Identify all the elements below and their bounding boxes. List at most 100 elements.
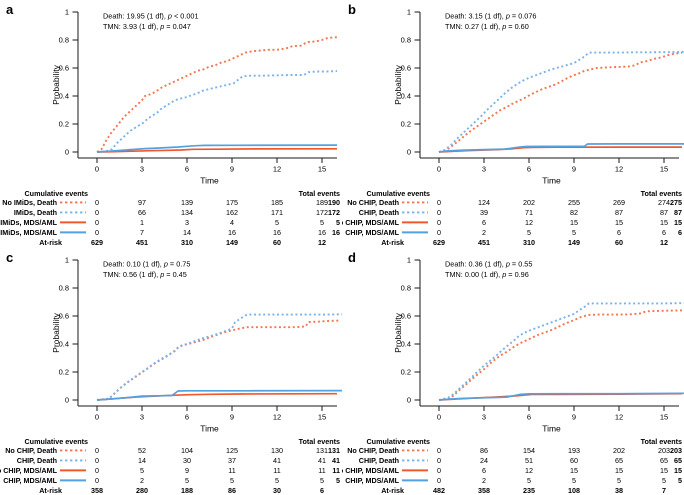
y-axis-title: Probability	[393, 64, 403, 104]
table-cell-total: 87	[674, 208, 682, 217]
table-cell: 15	[660, 218, 668, 227]
table-cell: 0	[437, 446, 441, 455]
table-cell: 5	[230, 476, 234, 485]
table-cell: 6	[482, 466, 486, 475]
x-tick-label: 9	[230, 413, 234, 422]
curve-chip-mds-aml	[96, 389, 342, 401]
table-header-cumulative-events: Cumulative events	[24, 437, 88, 446]
table-cell-total: 11	[332, 466, 340, 475]
table-cell: 5	[320, 218, 324, 227]
table-cell-total: 131	[328, 446, 340, 455]
table-cell: 5	[527, 476, 531, 485]
y-axis-title: Probability	[51, 312, 61, 352]
y-tick-label: 0.2	[59, 368, 69, 377]
table-cell: 202	[613, 446, 625, 455]
panel-c-plot: 0 0.2 0.4 0.6 0.8 1 0 3 6 9 12 15 Probability Time Dea…	[0, 256, 342, 495]
y-tick-label: 1	[407, 8, 411, 17]
table-cell: 171	[271, 208, 283, 217]
table-cell: 15	[570, 466, 578, 475]
y-tick-label: 1	[65, 256, 69, 265]
table-cell: 2	[482, 228, 486, 237]
table-cell: 274	[658, 198, 670, 207]
panel-d-label: d	[348, 250, 356, 265]
table-cell: 104	[181, 446, 193, 455]
panel-a: a 0 0.2 0.4 0.6 0.8 1 0 3 6 9 12 15 Probability Time D…	[0, 0, 342, 248]
table-cell: 97	[138, 198, 146, 207]
table-cell: 0	[437, 218, 441, 227]
table-row-label: No CHIP, Death	[347, 446, 399, 455]
table-row-label: No IMiDs, Death	[2, 198, 57, 207]
x-tick-label: 6	[527, 413, 531, 422]
table-cell-total: 6	[678, 228, 682, 237]
table-row-label: CHIP, Death	[359, 208, 399, 217]
x-tick-label: 0	[95, 165, 99, 174]
y-tick-label: 0.8	[59, 284, 69, 293]
at-risk-cell: 358	[91, 486, 103, 495]
stats-text: Death: 0.36 (1 df), p = 0.55	[445, 260, 532, 269]
table-header-total-events: Total events	[641, 437, 682, 446]
table-cell: 131	[316, 446, 328, 455]
y-tick-label: 0.8	[401, 284, 411, 293]
table-row-label: IMiDs, MDS/AML	[0, 228, 57, 237]
table-cell: 6	[617, 228, 621, 237]
table-cell: 185	[271, 198, 283, 207]
table-cell: 86	[480, 446, 488, 455]
curve-imids-mds-aml	[96, 144, 338, 153]
table-cell: 5	[572, 228, 576, 237]
table-cell: 255	[568, 198, 580, 207]
table-cell: 16	[318, 228, 326, 237]
y-tick-label: 0.6	[401, 64, 411, 73]
curve-chip-mds-aml	[438, 143, 684, 153]
table-cell-total: 203	[670, 446, 682, 455]
table-cell-total: 190	[328, 198, 340, 207]
table-cell: 0	[437, 208, 441, 217]
table-cell-total: 5	[336, 218, 340, 227]
y-axis-title: Probability	[51, 64, 61, 104]
table-cell: 134	[181, 208, 193, 217]
table-cell: 125	[226, 446, 238, 455]
table-header-total-events: Total events	[299, 189, 340, 198]
table-cell: 71	[525, 208, 533, 217]
stats-text: TMN: 0.56 (1 df), p = 0.45	[103, 270, 187, 279]
table-cell: 5	[140, 466, 144, 475]
table-cell: 0	[95, 228, 99, 237]
table-cell: 5	[275, 476, 279, 485]
y-tick-label: 0.4	[59, 340, 69, 349]
table-cell: 9	[185, 466, 189, 475]
table-cell: 51	[525, 456, 533, 465]
at-risk-label: At-risk	[381, 486, 404, 495]
table-cell-total: 5	[336, 476, 340, 485]
table-cell-total: 15	[674, 466, 682, 475]
y-tick-label: 0.2	[59, 120, 69, 129]
x-tick-label: 3	[482, 165, 486, 174]
table-cell: 0	[95, 208, 99, 217]
table-cell: 15	[660, 466, 668, 475]
y-tick-label: 0.4	[401, 92, 411, 101]
y-tick-label: 0.6	[59, 312, 69, 321]
y-tick-label: 0	[65, 396, 69, 405]
x-tick-label: 0	[437, 165, 441, 174]
table-row-label: CHIP, MDS/AML	[345, 476, 399, 485]
table-cell: 0	[437, 466, 441, 475]
table-cell: 0	[95, 218, 99, 227]
at-risk-cell: 280	[136, 486, 148, 495]
table-row-label: CHIP, MDS/AML	[345, 228, 399, 237]
panel-d: d 0 0.2 0.4 0.6 0.8 1 0 3 6 9 12 15 Probability Time D…	[342, 248, 684, 495]
table-cell: 139	[181, 198, 193, 207]
stats-text: TMN: 0.00 (1 df), p = 0.96	[445, 270, 529, 279]
curve-no-chip-death	[438, 51, 683, 153]
curve-chip-death	[438, 302, 684, 401]
table-cell: 4	[230, 218, 234, 227]
at-risk-cell: 12	[660, 238, 668, 247]
table-cell: 0	[95, 466, 99, 475]
table-cell: 12	[525, 218, 533, 227]
x-tick-label: 12	[615, 413, 623, 422]
table-header-cumulative-events: Cumulative events	[366, 189, 430, 198]
panel-c-label: c	[6, 250, 14, 265]
table-header-cumulative-events: Cumulative events	[24, 189, 88, 198]
curve-imids-death	[96, 70, 338, 153]
at-risk-cell: 7	[662, 486, 666, 495]
curve-no-chip-death	[96, 319, 341, 401]
table-cell-total: 172	[328, 208, 340, 217]
